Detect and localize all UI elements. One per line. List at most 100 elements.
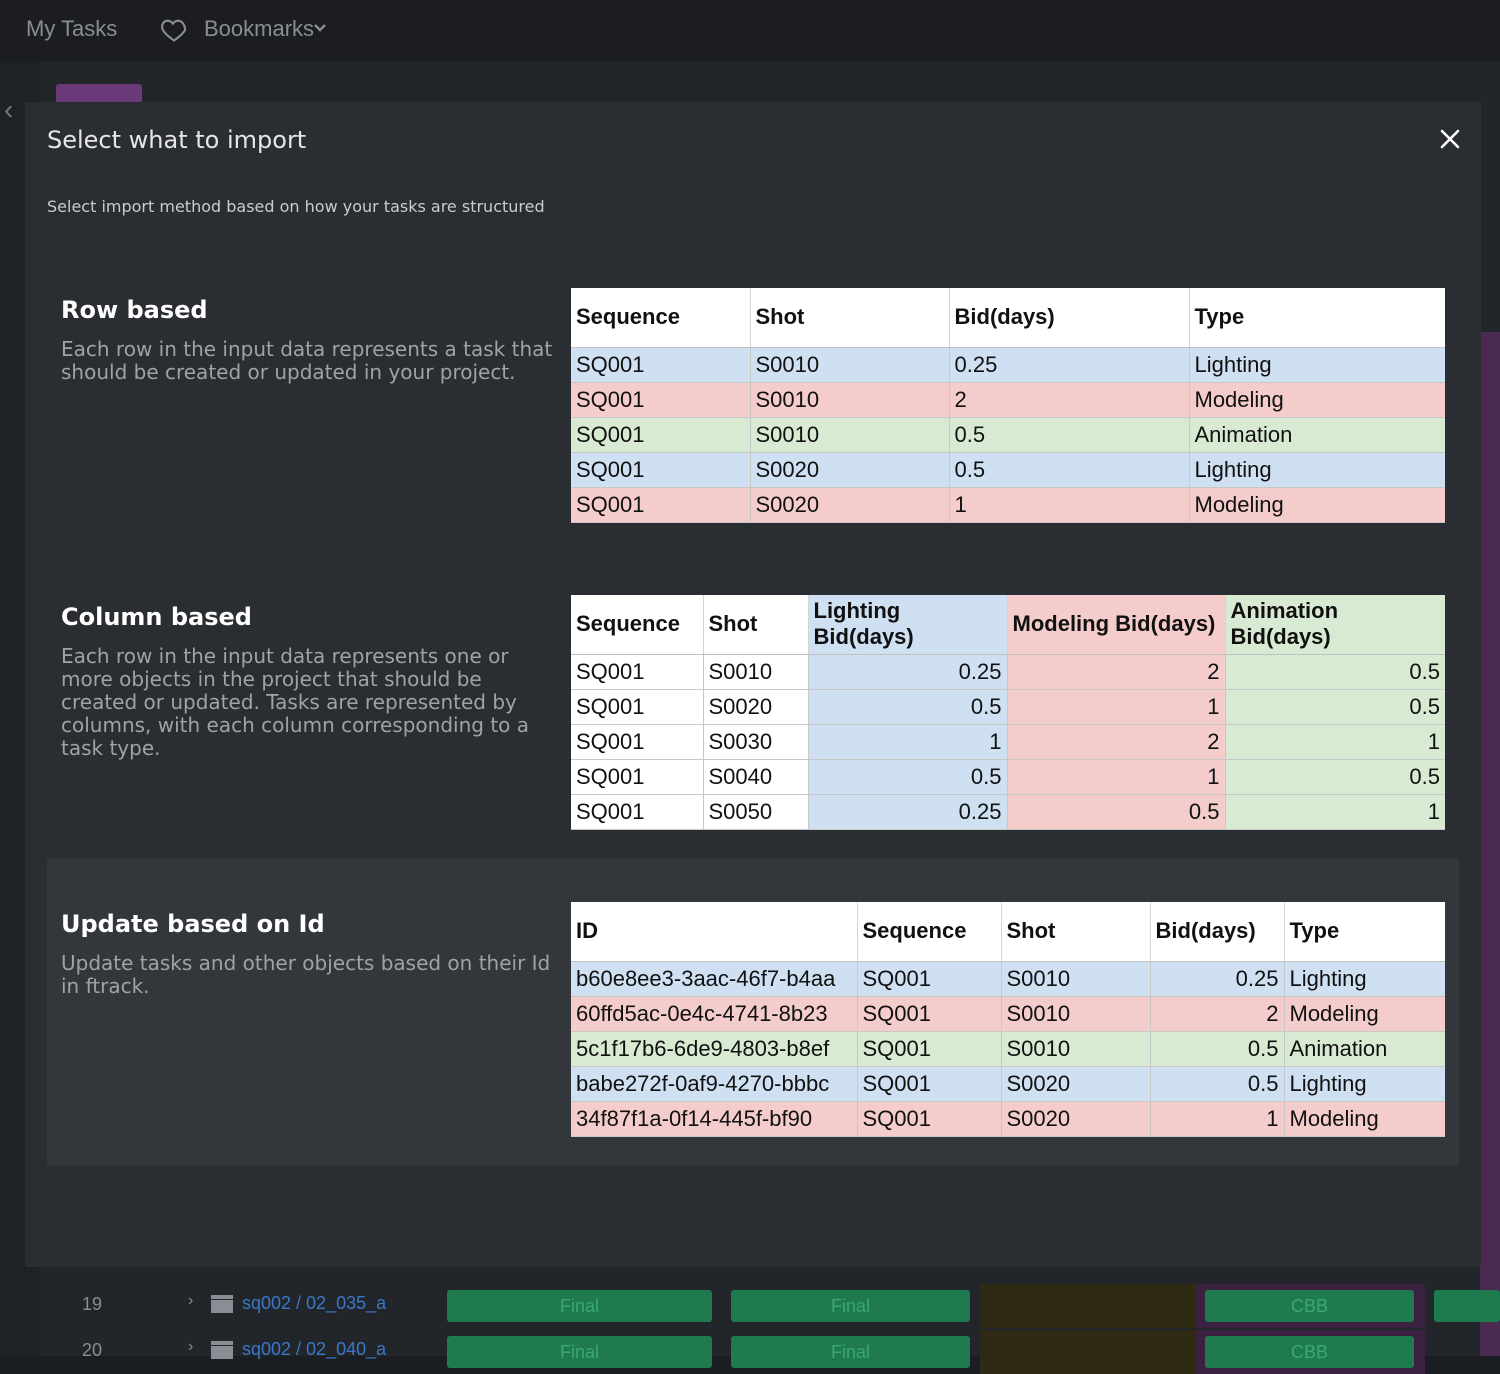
- table-row: SQ001 S0050 0.25 0.5 1: [571, 794, 1445, 830]
- table-row: SQ001 S0010 0.25 2 0.5: [571, 654, 1445, 690]
- table-cell: SQ001: [857, 1031, 1002, 1067]
- table-row: SQ001 S0030 1 2 1: [571, 724, 1445, 760]
- table-cell: 2: [1007, 654, 1226, 690]
- table-cell: 34f87f1a-0f14-445f-bf90: [571, 1101, 858, 1137]
- my-tasks-link[interactable]: My Tasks: [26, 16, 118, 41]
- import-modal: Select what to import Select import meth…: [25, 102, 1481, 1267]
- status-cell[interactable]: Final: [447, 1336, 712, 1368]
- table-cell: 0.5: [808, 759, 1008, 795]
- option-description: Each row in the input data represents a …: [61, 337, 553, 384]
- table-cell: Animation: [1189, 417, 1445, 453]
- table-cell: 1: [1007, 689, 1226, 725]
- table-cell: S0010: [750, 382, 950, 418]
- table-cell: Modeling: [1284, 1101, 1445, 1137]
- status-cell[interactable]: CBB: [1205, 1336, 1414, 1368]
- table-row[interactable]: 19 › sq002 / 02_035_a Final Final CBB: [40, 1284, 1500, 1328]
- expand-arrow-icon[interactable]: ›: [188, 1292, 194, 1309]
- active-tab-hint: [56, 84, 142, 104]
- table-cell: SQ001: [571, 417, 751, 453]
- chevron-down-icon[interactable]: [312, 20, 328, 36]
- table-cell: SQ001: [571, 452, 751, 488]
- option-description: Update tasks and other objects based on …: [61, 951, 551, 998]
- table-cell: 2: [1007, 724, 1226, 760]
- table-cell: 0.5: [1225, 654, 1445, 690]
- option-column-based[interactable]: Column based Each row in the input data …: [47, 559, 1459, 865]
- table-row: SQ001 S0020 0.5 1 0.5: [571, 689, 1445, 725]
- empty-cell: [980, 1330, 1195, 1374]
- table-cell: 0.25: [949, 347, 1190, 383]
- bookmarks-menu[interactable]: Bookmarks: [204, 16, 315, 41]
- example-table-id-based: ID Sequence Shot Bid(days) Type b60e8ee3…: [571, 902, 1445, 1137]
- table-cell: Lighting: [1189, 347, 1445, 383]
- option-description: Each row in the input data represents on…: [61, 644, 530, 760]
- table-cell: SQ001: [857, 1066, 1002, 1102]
- chevron-left-icon[interactable]: ‹: [4, 94, 14, 125]
- table-header-row: Sequence Shot Bid(days) Type: [571, 288, 1445, 348]
- table-header-row: Sequence Shot Lighting Bid(days) Modelin…: [571, 595, 1445, 655]
- table-row: SQ001 S0020 1 Modeling: [571, 487, 1445, 523]
- table-cell: S0010: [750, 417, 950, 453]
- table-cell: 1: [1225, 724, 1445, 760]
- table-cell: S0030: [703, 724, 809, 760]
- example-table-column-based: Sequence Shot Lighting Bid(days) Modelin…: [571, 595, 1445, 830]
- table-cell: S0020: [750, 452, 950, 488]
- status-cell[interactable]: CBB: [1205, 1290, 1414, 1322]
- column-header: Sequence: [857, 902, 1002, 962]
- table-row: SQ001 S0010 2 Modeling: [571, 382, 1445, 418]
- table-cell: S0020: [1001, 1101, 1151, 1137]
- close-icon[interactable]: [1437, 126, 1463, 152]
- column-header: Shot: [1001, 902, 1151, 962]
- table-cell: SQ001: [857, 1101, 1002, 1137]
- shot-link[interactable]: sq002 / 02_040_a: [242, 1339, 387, 1359]
- table-row: 60ffd5ac-0e4c-4741-8b23 SQ001 S0010 2 Mo…: [571, 996, 1445, 1032]
- table-cell: Modeling: [1284, 996, 1445, 1032]
- status-cell[interactable]: Final: [731, 1336, 970, 1368]
- table-cell: S0050: [703, 794, 809, 830]
- table-cell: 2: [1150, 996, 1285, 1032]
- table-cell: babe272f-0af9-4270-bbbc: [571, 1066, 858, 1102]
- table-cell: 0.25: [808, 654, 1008, 690]
- table-cell: SQ001: [571, 347, 751, 383]
- table-cell: S0020: [1001, 1066, 1151, 1102]
- table-row: b60e8ee3-3aac-46f7-b4aa SQ001 S0010 0.25…: [571, 961, 1445, 997]
- shot-link[interactable]: sq002 / 02_035_a: [242, 1293, 387, 1313]
- table-cell: 0.25: [808, 794, 1008, 830]
- table-cell: 0.5: [1007, 794, 1226, 830]
- table-cell: SQ001: [571, 654, 704, 690]
- table-row[interactable]: 20 › sq002 / 02_040_a Final Final CBB: [40, 1330, 1500, 1374]
- table-cell: 1: [1225, 794, 1445, 830]
- table-cell: SQ001: [571, 759, 704, 795]
- table-cell: 0.5: [1225, 689, 1445, 725]
- table-cell: 1: [808, 724, 1008, 760]
- table-cell: 1: [1150, 1101, 1285, 1137]
- option-update-based-on-id[interactable]: Update based on Id Update tasks and othe…: [47, 859, 1459, 1165]
- table-cell: S0010: [750, 347, 950, 383]
- table-row: 34f87f1a-0f14-445f-bf90 SQ001 S0020 1 Mo…: [571, 1101, 1445, 1137]
- column-header: Type: [1284, 902, 1445, 962]
- right-column-strip: [1480, 332, 1500, 1356]
- column-header: Bid(days): [949, 288, 1190, 348]
- table-cell: 2: [949, 382, 1190, 418]
- heart-icon[interactable]: [160, 16, 188, 44]
- table-cell: SQ001: [571, 689, 704, 725]
- table-cell: 5c1f17b6-6de9-4803-b8ef: [571, 1031, 858, 1067]
- expand-arrow-icon[interactable]: ›: [188, 1338, 194, 1355]
- table-cell: SQ001: [857, 996, 1002, 1032]
- table-cell: 1: [1007, 759, 1226, 795]
- column-header: Bid(days): [1150, 902, 1285, 962]
- table-cell: SQ001: [857, 961, 1002, 997]
- table-row: 5c1f17b6-6de9-4803-b8ef SQ001 S0010 0.5 …: [571, 1031, 1445, 1067]
- column-header: Sequence: [571, 595, 704, 655]
- status-cell[interactable]: Final: [447, 1290, 712, 1322]
- table-cell: S0010: [1001, 996, 1151, 1032]
- option-row-based[interactable]: Row based Each row in the input data rep…: [47, 252, 1459, 558]
- status-cell[interactable]: [1434, 1290, 1500, 1322]
- status-cell[interactable]: Final: [731, 1290, 970, 1322]
- table-cell: Animation: [1284, 1031, 1445, 1067]
- option-heading: Row based: [61, 296, 208, 324]
- table-row: babe272f-0af9-4270-bbbc SQ001 S0020 0.5 …: [571, 1066, 1445, 1102]
- table-header-row: ID Sequence Shot Bid(days) Type: [571, 902, 1445, 962]
- table-cell: Lighting: [1189, 452, 1445, 488]
- table-cell: S0010: [703, 654, 809, 690]
- table-cell: 0.5: [1225, 759, 1445, 795]
